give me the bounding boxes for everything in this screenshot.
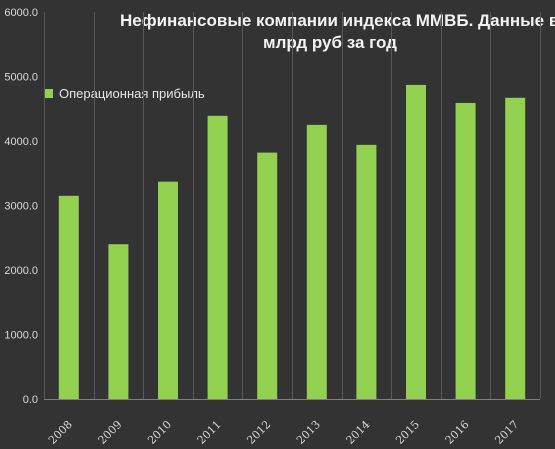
bar-2014 — [356, 144, 377, 399]
bar-2017 — [505, 97, 526, 399]
x-tick-label: 2013 — [294, 418, 323, 447]
legend-swatch — [44, 89, 53, 98]
chart-title-line-2: млрд руб за год — [263, 33, 397, 52]
bar-2015 — [406, 84, 426, 399]
y-tick-label: 5000.0 — [4, 72, 38, 84]
chart-title-line-1: Нефинансовые компании индекса ММВБ. Данн… — [120, 11, 555, 30]
x-tick-label: 2008 — [46, 418, 75, 447]
y-tick-label: 0.0 — [23, 394, 38, 406]
y-tick-label: 1000.0 — [4, 330, 38, 342]
bar-2013 — [306, 124, 327, 399]
x-tick-label: 2016 — [443, 418, 472, 447]
chart-legend: Операционная прибыль — [44, 86, 205, 101]
x-tick-label: 2012 — [244, 418, 273, 447]
x-tick-label: 2017 — [492, 418, 521, 447]
bar-2008 — [58, 195, 79, 399]
bar-2010 — [158, 181, 178, 399]
bar-2011 — [207, 115, 228, 399]
y-tick-label: 2000.0 — [4, 265, 38, 277]
bar-2012 — [257, 152, 278, 399]
x-tick-label: 2015 — [393, 418, 422, 447]
x-tick-label: 2009 — [96, 418, 125, 447]
legend-label: Операционная прибыль — [59, 86, 205, 101]
x-tick-label: 2014 — [344, 418, 373, 447]
y-tick-label: 6000.0 — [4, 7, 38, 19]
x-tick-label: 2010 — [145, 418, 174, 447]
bar-2016 — [455, 102, 476, 399]
bar-2009 — [108, 244, 129, 399]
x-tick-label: 2011 — [195, 418, 224, 447]
y-tick-label: 4000.0 — [4, 136, 38, 148]
y-tick-label: 3000.0 — [4, 201, 38, 213]
